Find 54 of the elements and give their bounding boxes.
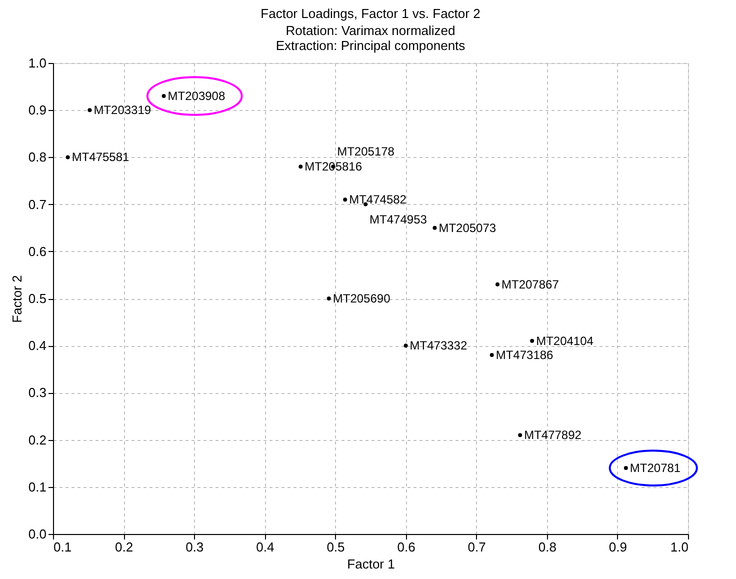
y-tick-label: 0.0 (28, 526, 46, 542)
text: Extraction: Principal components (276, 38, 466, 53)
y-tick-label: 0.4 (28, 338, 46, 354)
x-axis-title: Factor 1 (347, 556, 395, 572)
annotation: MT474582 (349, 192, 407, 207)
annotation: MT207867 (502, 277, 560, 292)
annotation: MT203319 (94, 103, 152, 118)
y-axis-title: Factor 2 (9, 275, 24, 323)
annotation: MT477892 (524, 428, 582, 442)
point (518, 433, 522, 438)
x-tick-label: 0.2 (115, 540, 134, 554)
y-tick-label: 0.7 (28, 196, 46, 212)
y-tick-label: 1.0 (28, 56, 46, 70)
point (88, 108, 92, 112)
annotation: MT473186 (496, 348, 554, 362)
y-tick-label: 0.9 (28, 102, 46, 118)
x-tick-label: 0.1 (54, 540, 72, 554)
annotation: MT205816 (304, 160, 362, 174)
annotation: MT205690 (332, 292, 391, 306)
annotation: MT474953 (370, 212, 428, 226)
y-tick-label: 0.1 (28, 479, 46, 494)
y-tick-label: 0.3 (28, 385, 46, 400)
x-tick-label: 0.8 (538, 540, 556, 554)
annotation: MT203908 (168, 88, 226, 103)
x-tick-label: 0.5 (326, 540, 345, 554)
point (432, 226, 437, 230)
point (496, 282, 500, 286)
chart-title: Factor Loadings, Factor 1 vs. Factor 2 (260, 6, 480, 21)
text: Rotation: Varimax normalized (286, 23, 456, 38)
x-tick-label: 0.7 (468, 540, 486, 554)
annotation: MT20781 (630, 461, 681, 476)
x-tick-label: 0.4 (256, 540, 274, 554)
point (326, 296, 331, 300)
annotation: MT473332 (410, 338, 468, 353)
point (162, 94, 166, 98)
annotation: MT205178 (337, 144, 395, 159)
point (404, 344, 408, 348)
annotation: MT475581 (72, 150, 130, 164)
y-tick-label: 0.2 (28, 432, 46, 448)
y-tick-label: 0.6 (28, 244, 46, 259)
point (298, 164, 303, 169)
x-tick-label: 0.9 (608, 540, 627, 554)
point (530, 338, 534, 343)
point (624, 466, 628, 470)
x-tick-label: 1.0 (670, 540, 688, 554)
annotation: MT205073 (438, 220, 496, 235)
x-tick-label: 0.3 (186, 540, 204, 554)
x-tick-label: 0.6 (397, 540, 416, 554)
point (66, 155, 70, 160)
y-tick-label: 0.8 (28, 150, 46, 165)
annotation: MT204104 (536, 334, 594, 348)
y-tick-label: 0.5 (28, 291, 46, 306)
point (343, 198, 348, 202)
point (490, 353, 494, 358)
